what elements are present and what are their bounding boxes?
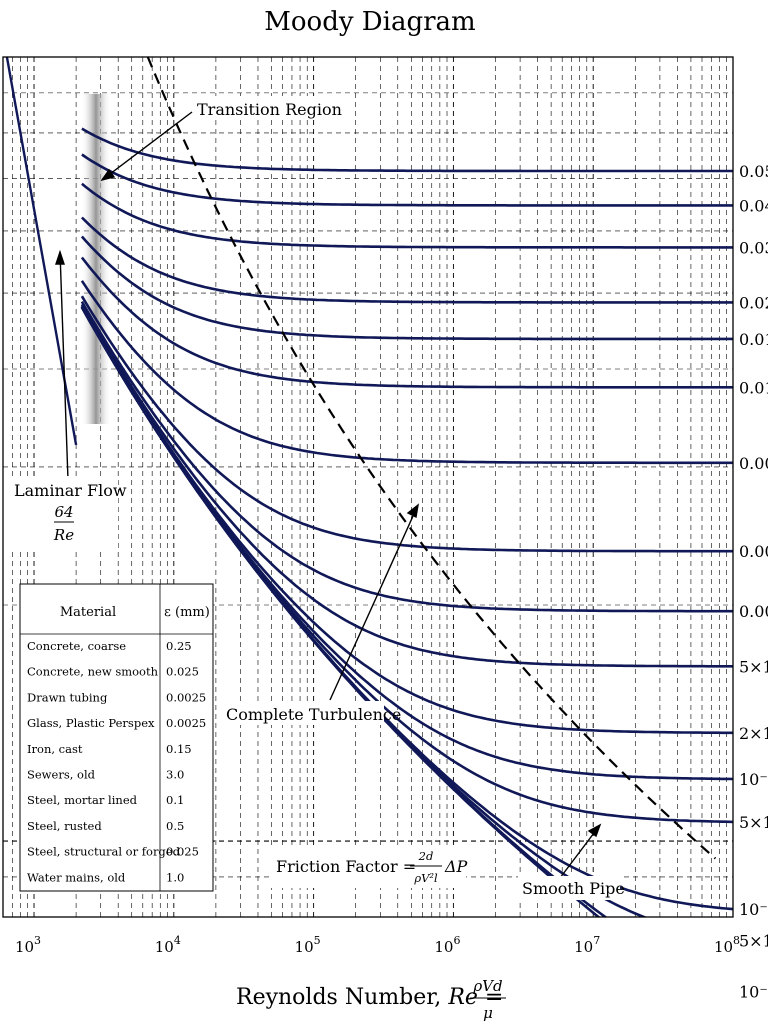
table-cell-material: Concrete, new smooth: [27, 665, 159, 679]
friction-denominator: ρV²l: [413, 871, 438, 885]
right-label: 5×1: [739, 813, 768, 832]
plot-frame: [2, 56, 734, 918]
laminar-label-bg: [10, 476, 118, 548]
x-label-denominator: μ: [483, 1004, 493, 1022]
x-tick-label: 103: [15, 934, 41, 956]
smooth-pipe-curve: [80, 306, 601, 917]
roughness-curve-8: [80, 300, 733, 613]
table-cell-epsilon: 0.1: [166, 793, 184, 807]
right-label: 5×1: [739, 657, 768, 676]
right-label: 0.02: [739, 293, 768, 312]
table-cell-epsilon: 0.15: [166, 742, 192, 756]
table-cell-epsilon: 0.0025: [166, 716, 206, 730]
table-cell-epsilon: 0.25: [166, 639, 192, 653]
svg-text:Reynolds Number, Re =: Reynolds Number, Re =: [236, 985, 503, 1010]
table-cell-material: Concrete, coarse: [27, 639, 126, 653]
roughness-curve-1: [81, 153, 733, 207]
table-cell-material: Steel, mortar lined: [27, 793, 138, 807]
right-label: 10⁻: [739, 770, 768, 789]
right-labels: 0.05 0.04 0.03 0.02 0.01 0.01 0.00 0.00 0.00 5×1 2…: [739, 162, 768, 1001]
table-cell-material: Glass, Plastic Perspex: [27, 716, 155, 730]
x-tick-label: 104: [155, 934, 181, 956]
table-cell-material: Steel, structural or forged: [27, 845, 181, 859]
roughness-curve-0: [81, 127, 733, 173]
table-cell-epsilon: 3.0: [166, 768, 184, 782]
curves: [5, 57, 733, 917]
roughness-curve-6: [80, 280, 733, 465]
right-label: 0.00: [739, 454, 768, 473]
friction-factor-label: Friction Factor =: [276, 857, 416, 876]
roughness-curve-9: [80, 303, 733, 668]
friction-numerator: 2d: [418, 849, 434, 863]
right-label: 0.01: [739, 330, 768, 349]
complete-turbulence-boundary: [146, 57, 717, 860]
turbulence-label-bg: [222, 701, 384, 725]
table-cell-material: Sewers, old: [27, 768, 96, 782]
friction-suffix: ΔP: [444, 857, 468, 876]
right-label: 0.03: [739, 238, 768, 257]
right-label: 0.04: [739, 196, 768, 215]
chart-title: Moody Diagram: [264, 7, 475, 37]
roughness-curve-7: [80, 295, 733, 553]
table-cell-epsilon: 0.0025: [166, 690, 206, 704]
friction-label-bg: [270, 846, 466, 888]
x-tick-label: 107: [574, 934, 600, 956]
right-label: 0.05: [739, 162, 768, 181]
right-label: 0.00: [739, 542, 768, 561]
right-label: 5×1: [739, 931, 768, 950]
table-cell-material: Iron, cast: [27, 742, 83, 756]
table-header-epsilon: ε (mm): [164, 605, 210, 620]
x-axis-label: Reynolds Number, Re = ρVd μ: [236, 977, 506, 1022]
transition-band: [81, 94, 111, 424]
right-label: 0.01: [739, 378, 768, 397]
complete-turbulence-label: Complete Turbulence: [226, 705, 401, 724]
material-table: Material ε (mm) Concrete, coarse 0.25 Conc…: [19, 583, 214, 892]
table-cell-material: Steel, rusted: [27, 819, 102, 833]
transition-region-label: Transition Region: [197, 100, 342, 119]
right-label: 0.00: [739, 602, 768, 621]
smooth-label-bg: [518, 876, 620, 900]
laminar-denominator: Re: [53, 526, 74, 544]
laminar-flow-label: Laminar Flow: [14, 481, 127, 500]
table-cell-epsilon: 1.0: [166, 870, 184, 884]
right-label: 10⁻: [739, 982, 768, 1001]
annotations: [55, 111, 602, 879]
right-label: 2×1: [739, 724, 768, 743]
table-header-material: Material: [60, 605, 116, 620]
table-cell-material: Drawn tubing: [27, 690, 108, 704]
table-cell-material: Water mains, old: [27, 870, 126, 884]
x-label-numerator: ρVd: [472, 977, 502, 995]
roughness-curve-3: [80, 216, 733, 304]
roughness-curve-5: [80, 256, 733, 389]
right-label: 10⁻: [739, 900, 768, 919]
x-ticks: 103 104 105 106 107 108: [15, 934, 740, 956]
table-cell-epsilon: 0.025: [166, 665, 199, 679]
transition-label-bg: [193, 96, 329, 120]
x-tick-label: 106: [434, 934, 460, 956]
laminar-numerator: 64: [54, 503, 73, 521]
x-tick-label: 105: [295, 934, 321, 956]
table-cell-epsilon: 0.025: [166, 845, 199, 859]
smooth-pipe-label: Smooth Pipe: [522, 879, 625, 898]
x-axis-label-text: Reynolds Number,: [236, 985, 448, 1010]
x-tick-label: 108: [714, 934, 740, 956]
table-cell-epsilon: 0.5: [166, 819, 184, 833]
roughness-curve-4: [80, 235, 733, 341]
roughness-curve-2: [81, 182, 733, 249]
